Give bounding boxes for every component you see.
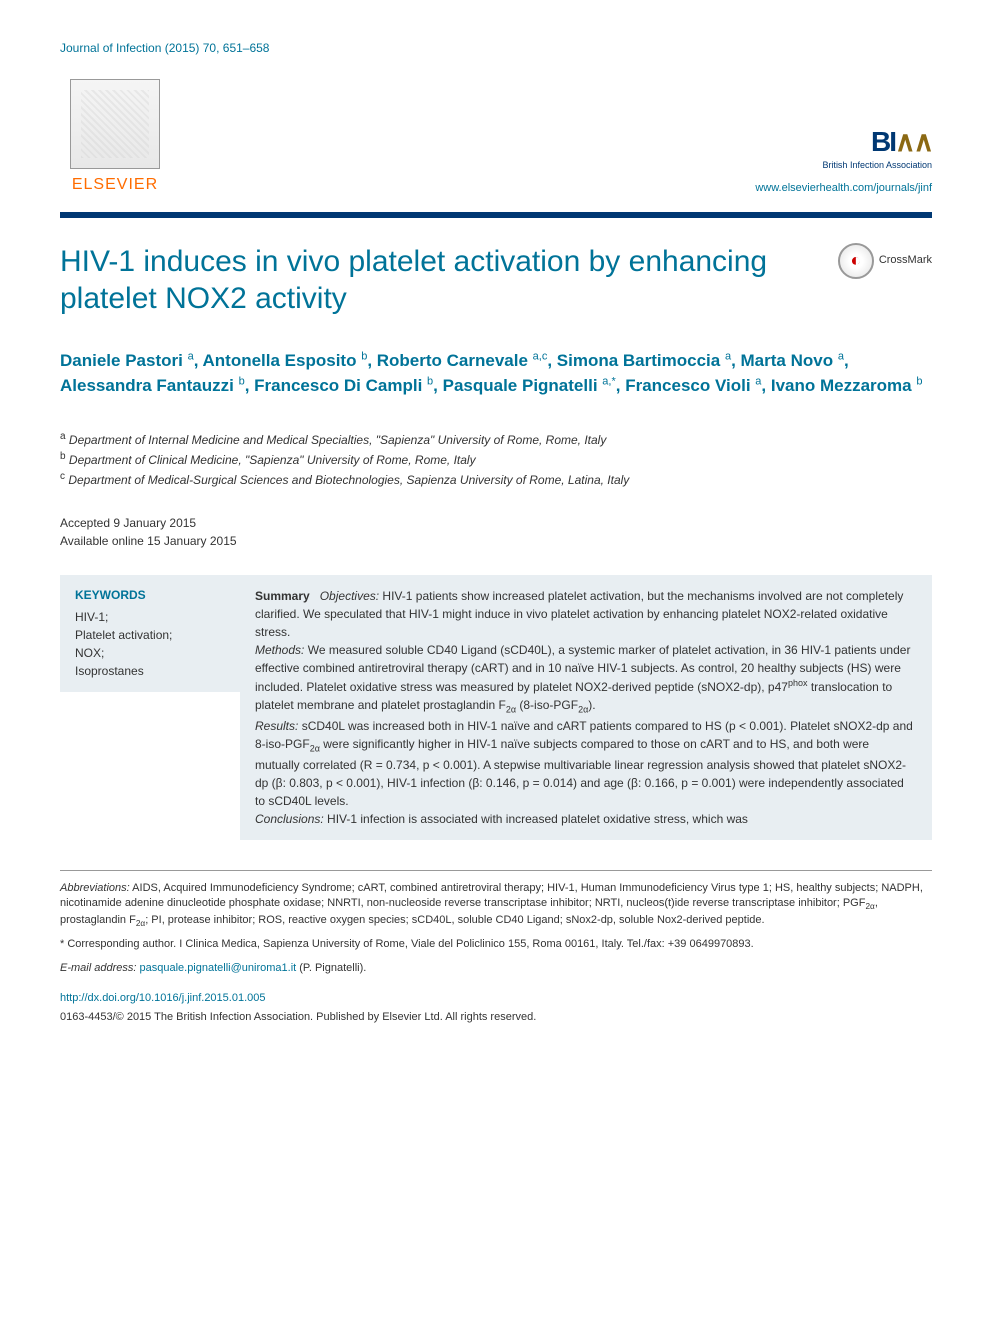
- header-divider: [60, 212, 932, 218]
- results-label: Results:: [255, 719, 298, 733]
- affiliation-b: b Department of Clinical Medicine, "Sapi…: [60, 449, 932, 469]
- elsevier-text: ELSEVIER: [72, 174, 158, 196]
- keywords-list: HIV-1; Platelet activation; NOX; Isopros…: [75, 608, 225, 680]
- abstract-container: KEYWORDS HIV-1; Platelet activation; NOX…: [60, 575, 932, 840]
- header-logos: ELSEVIER BI∧∧ British Infection Associat…: [60, 77, 932, 197]
- affiliation-c: c Department of Medical-Surgical Science…: [60, 469, 932, 489]
- doi-link[interactable]: http://dx.doi.org/10.1016/j.jinf.2015.01…: [60, 991, 932, 1006]
- summary-box: Summary Objectives: HIV-1 patients show …: [240, 575, 932, 840]
- bia-logo: BI∧∧ British Infection Association: [755, 122, 932, 172]
- keywords-box: KEYWORDS HIV-1; Platelet activation; NOX…: [60, 575, 240, 692]
- email-line: E-mail address: pasquale.pignatelli@unir…: [60, 961, 932, 976]
- title-row: HIV-1 induces in vivo platelet activatio…: [60, 243, 932, 318]
- footer-divider: [60, 870, 932, 871]
- copyright: 0163-4453/© 2015 The British Infection A…: [60, 1010, 932, 1025]
- abbreviations-text: AIDS, Acquired Immunodeficiency Syndrome…: [60, 882, 923, 926]
- conclusions-text: HIV-1 infection is associated with incre…: [327, 812, 748, 826]
- corresponding-author: * Corresponding author. I Clinica Medica…: [60, 937, 932, 952]
- affiliations: a Department of Internal Medicine and Me…: [60, 429, 932, 489]
- accepted-date: Accepted 9 January 2015: [60, 514, 932, 532]
- journal-reference: Journal of Infection (2015) 70, 651–658: [60, 40, 932, 57]
- right-header: BI∧∧ British Infection Association www.e…: [755, 122, 932, 197]
- conclusions-label: Conclusions:: [255, 812, 324, 826]
- bia-name: British Infection Association: [755, 159, 932, 172]
- results-text: sCD40L was increased both in HIV-1 naïve…: [255, 719, 913, 808]
- publication-dates: Accepted 9 January 2015 Available online…: [60, 514, 932, 550]
- abbreviations: Abbreviations: AIDS, Acquired Immunodefi…: [60, 881, 932, 930]
- keywords-title: KEYWORDS: [75, 587, 225, 604]
- email-address-link[interactable]: pasquale.pignatelli@uniroma1.it: [139, 962, 296, 974]
- objectives-label: Objectives:: [320, 589, 379, 603]
- journal-url-link[interactable]: www.elsevierhealth.com/journals/jinf: [755, 181, 932, 196]
- online-date: Available online 15 January 2015: [60, 532, 932, 550]
- bia-acronym: BI∧∧: [755, 122, 932, 161]
- crossmark-badge[interactable]: ◐ CrossMark: [838, 243, 932, 279]
- authors-list: Daniele Pastori a, Antonella Esposito b,…: [60, 348, 932, 399]
- methods-text: We measured soluble CD40 Ligand (sCD40L)…: [255, 643, 910, 712]
- methods-label: Methods:: [255, 643, 304, 657]
- article-title: HIV-1 induces in vivo platelet activatio…: [60, 243, 818, 318]
- crossmark-icon: ◐: [838, 243, 874, 279]
- summary-label: Summary: [255, 589, 310, 603]
- email-label: E-mail address:: [60, 962, 136, 974]
- elsevier-logo[interactable]: ELSEVIER: [60, 77, 170, 197]
- crossmark-label: CrossMark: [879, 253, 932, 268]
- elsevier-tree-icon: [70, 79, 160, 169]
- email-person: (P. Pignatelli).: [299, 962, 366, 974]
- abbreviations-label: Abbreviations:: [60, 882, 130, 894]
- affiliation-a: a Department of Internal Medicine and Me…: [60, 429, 932, 449]
